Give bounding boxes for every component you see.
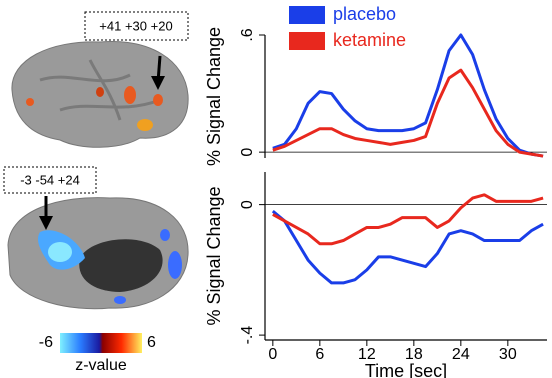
brain-lateral — [11, 11, 189, 148]
y-tick-label: -.4 — [239, 326, 256, 345]
data-line — [271, 209, 544, 285]
y-tick-label: .6 — [239, 28, 256, 41]
y-tick-label: 0 — [239, 200, 256, 209]
x-tick-label: 6 — [315, 346, 324, 363]
y-tick-label: 0 — [239, 148, 256, 157]
x-tick-label: 0 — [268, 346, 277, 363]
coordinate-label: -3 -54 +24 — [20, 172, 80, 187]
x-tick-label: 24 — [452, 346, 470, 363]
brain-medial — [3, 166, 189, 310]
x-tick-label: 12 — [358, 346, 376, 363]
legend-label: placebo — [333, 4, 396, 24]
data-line — [272, 68, 544, 158]
legend-swatch — [289, 32, 325, 50]
colorbar-min: -6 — [39, 334, 53, 351]
colorbar-max: 6 — [147, 334, 156, 351]
x-axis-label: Time [sec] — [365, 361, 447, 378]
legend-swatch — [289, 6, 325, 24]
colorbar — [60, 333, 142, 353]
y-axis-label: % Signal Change — [204, 186, 224, 325]
x-tick-label: 30 — [499, 346, 517, 363]
data-line — [272, 33, 544, 158]
coordinate-label: +41 +30 +20 — [99, 18, 172, 33]
data-line — [272, 193, 544, 246]
y-axis-label: % Signal Change — [204, 27, 224, 166]
x-tick-label: 18 — [405, 346, 423, 363]
legend-label: ketamine — [333, 30, 406, 50]
colorbar-label: z-value — [75, 357, 127, 374]
